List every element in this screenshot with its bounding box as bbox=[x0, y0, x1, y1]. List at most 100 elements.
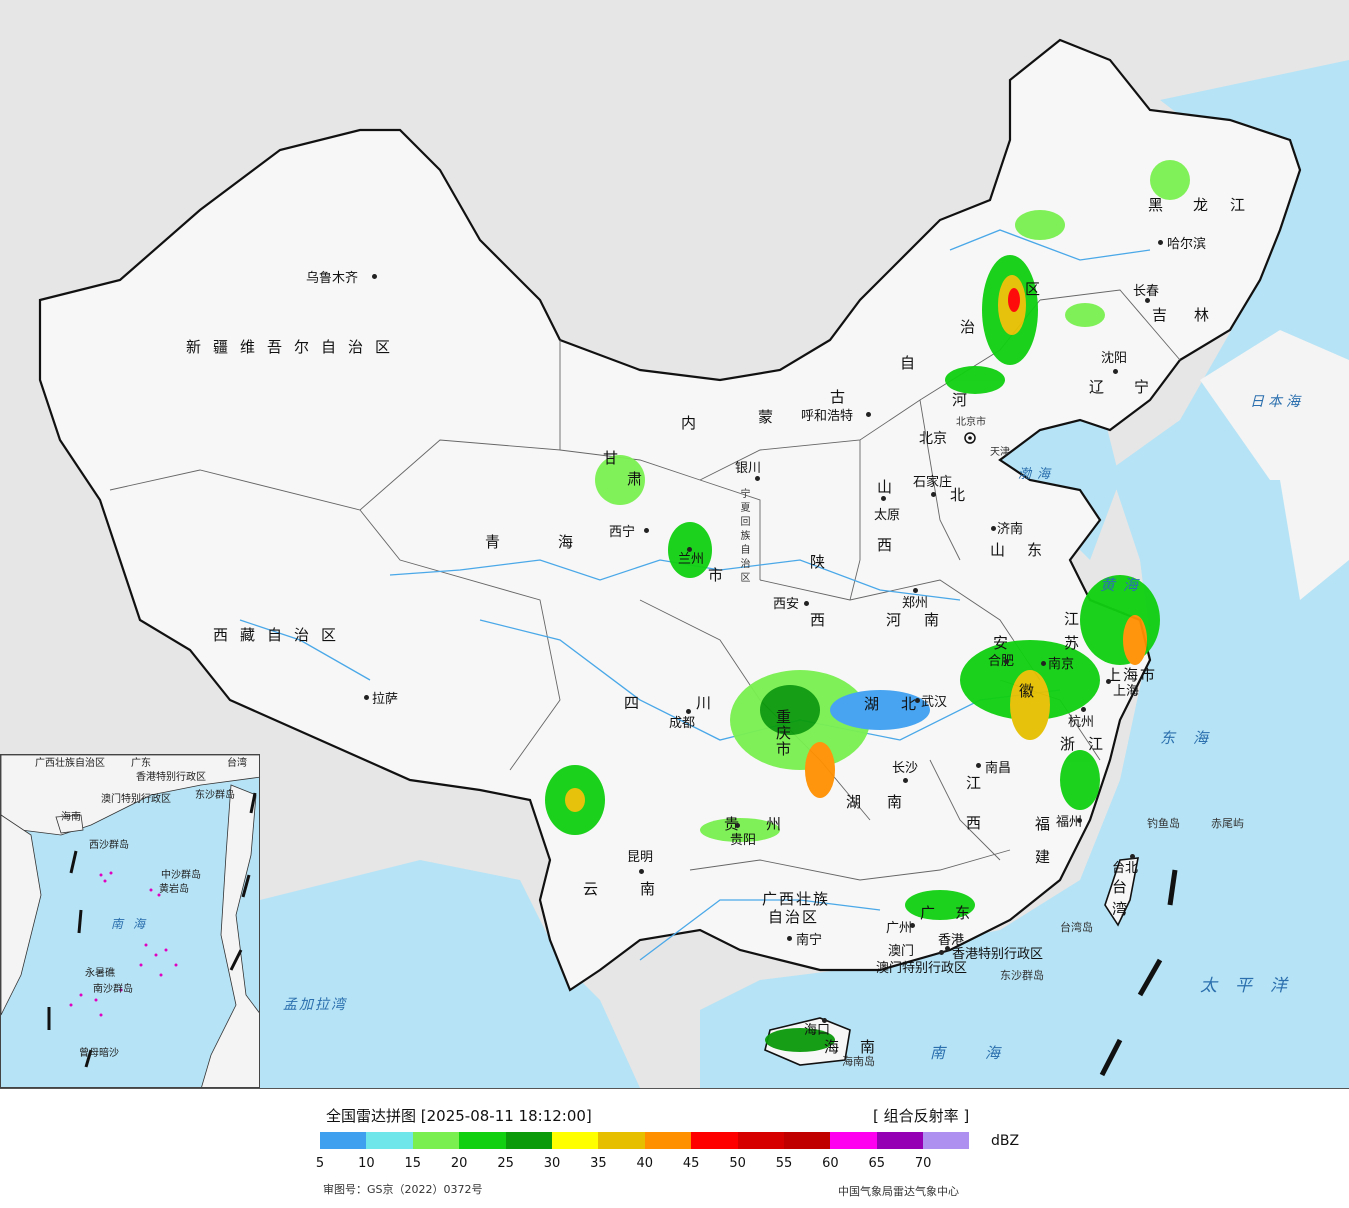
province-ningxia: 宁夏回族自治区 bbox=[738, 488, 749, 586]
legend-title: 全国雷达拼图 [2025-08-11 18:12:00] bbox=[326, 1107, 592, 1125]
city-kunming: 昆明 bbox=[627, 850, 654, 865]
province-shanxi-1: 山 bbox=[877, 478, 895, 496]
city-beijing: 北京 bbox=[919, 431, 947, 447]
region-hk: 香港特别行政区 bbox=[952, 947, 1044, 962]
city-guiyang: 贵阳 bbox=[730, 833, 757, 848]
province-guizhou-1: 贵 bbox=[724, 815, 742, 833]
province-sichuan-2: 川 bbox=[696, 694, 714, 712]
city-dot-xianggang bbox=[945, 946, 950, 951]
inset-nansha: 南沙群岛 bbox=[93, 984, 133, 995]
inset-huangyan: 黄岩岛 bbox=[159, 884, 189, 895]
legend-swatch bbox=[830, 1132, 877, 1149]
sea-bohai: 渤海 bbox=[1018, 467, 1057, 482]
province-chongqing-2: 庆 bbox=[776, 724, 794, 742]
legend-tick-label: 25 bbox=[497, 1156, 514, 1171]
province-neimenggu-5: 治 bbox=[960, 318, 978, 336]
inset-taiwan: 台湾 bbox=[227, 758, 247, 769]
city-dot-kunming bbox=[639, 869, 644, 874]
city-dot-shijiazhuang bbox=[931, 492, 936, 497]
inset-zengmu: 曾母暗沙 bbox=[79, 1048, 119, 1059]
province-neimenggu-4: 自 bbox=[900, 354, 918, 372]
agency-name: 中国气象局雷达气象中心 bbox=[838, 1185, 959, 1198]
radar-map: 新疆维吾尔自治区 西藏自治区 青 海 甘 四 川 云 南 内 蒙 古 自 治 区… bbox=[0, 0, 1349, 1089]
legend-tick-label: 10 bbox=[358, 1156, 375, 1171]
province-hubei-2: 北 bbox=[901, 695, 919, 713]
city-dot-harbin bbox=[1158, 240, 1163, 245]
city-chengdu: 成都 bbox=[669, 716, 696, 731]
sea-yellow: 黄海 bbox=[1100, 576, 1147, 594]
province-jiangxi-1: 江 bbox=[966, 774, 984, 792]
south-china-sea-inset: 广西壮族自治区 广东 台湾 香港特别行政区 澳门特别行政区 东沙群岛 海南 西沙… bbox=[0, 754, 260, 1088]
province-hebei-2: 北 bbox=[950, 486, 968, 504]
city-dot-lanzhou bbox=[687, 547, 692, 552]
province-xizang: 西藏自治区 bbox=[213, 626, 349, 644]
legend-tick-label: 40 bbox=[636, 1156, 654, 1171]
city-xian: 西安 bbox=[773, 597, 800, 612]
city-taibei: 台北 bbox=[1112, 861, 1139, 876]
island-dongsha: 东沙群岛 bbox=[1000, 969, 1044, 982]
beijing-marker bbox=[964, 432, 976, 444]
province-heilongjiang-3: 江 bbox=[1230, 196, 1248, 214]
province-hainan-2: 南 bbox=[860, 1038, 878, 1056]
province-liaoning-1: 辽 bbox=[1089, 378, 1107, 396]
legend-tick-label: 30 bbox=[543, 1156, 561, 1171]
city-shijiazhuang: 石家庄 bbox=[913, 475, 953, 490]
boundary-dashes bbox=[1099, 869, 1178, 1077]
island-diaoyu: 钓鱼岛 bbox=[1147, 817, 1180, 830]
city-dot-zhengzhou bbox=[913, 588, 918, 593]
city-aomen: 澳门 bbox=[888, 944, 915, 959]
legend-swatch bbox=[412, 1132, 460, 1149]
province-hainan-1: 海 bbox=[824, 1038, 842, 1056]
province-shaanxi-2: 西 bbox=[810, 611, 828, 629]
legend-swatch bbox=[923, 1132, 970, 1149]
province-anhui-2: 徽 bbox=[1019, 682, 1037, 700]
city-dot-shanghai_city bbox=[1106, 679, 1111, 684]
city-harbin: 哈尔滨 bbox=[1167, 237, 1207, 252]
city-hangzhou: 杭州 bbox=[1068, 715, 1095, 730]
legend-tick-label: 55 bbox=[775, 1156, 793, 1171]
province-guizhou-2: 州 bbox=[766, 815, 784, 833]
legend-swatch bbox=[783, 1132, 831, 1149]
city-xianggang: 香港 bbox=[938, 933, 965, 948]
city-dot-nanjing bbox=[1041, 661, 1046, 666]
city-dot-taibei bbox=[1130, 854, 1135, 859]
ocean-east bbox=[700, 60, 1349, 1088]
city-dot-wuhan bbox=[915, 698, 920, 703]
legend-swatch bbox=[366, 1132, 413, 1149]
province-chongqing-3: 市 bbox=[776, 740, 794, 758]
province-fujian-1: 福 bbox=[1035, 815, 1053, 833]
inset-canvas bbox=[1, 755, 259, 1087]
sea-east: 东海 bbox=[1160, 729, 1227, 747]
legend-tick-label: 60 bbox=[822, 1156, 839, 1171]
city-dot-hefei bbox=[1004, 659, 1009, 664]
city-dot-urumqi bbox=[372, 274, 377, 279]
city-nanchang: 南昌 bbox=[985, 761, 1012, 776]
legend-swatch bbox=[505, 1132, 552, 1149]
province-borders bbox=[109, 289, 1181, 881]
city-nanning: 南宁 bbox=[796, 933, 823, 948]
city-dot-changchun bbox=[1145, 298, 1150, 303]
sea-south: 南海 bbox=[930, 1044, 1041, 1062]
city-dot-guangzhou bbox=[910, 923, 915, 928]
province-sichuan-1: 四 bbox=[624, 694, 642, 712]
province-guangdong-2: 东 bbox=[955, 904, 973, 922]
province-neimenggu-1: 内 bbox=[681, 414, 699, 432]
legend-panel: 全国雷达拼图 [2025-08-11 18:12:00] [ 组合反射率 ] d… bbox=[0, 1089, 1349, 1208]
city-hohhot: 呼和浩特 bbox=[801, 409, 854, 424]
province-neimenggu-3: 古 bbox=[830, 388, 848, 406]
province-tianjin: 天津 bbox=[990, 447, 1010, 458]
province-shanxi-2: 西 bbox=[877, 536, 895, 554]
legend-tick-label: 45 bbox=[682, 1156, 700, 1171]
province-guangxi-2: 自治区 bbox=[768, 908, 820, 926]
city-dot-jinan bbox=[991, 526, 996, 531]
province-anhui-1: 安 bbox=[993, 634, 1011, 652]
city-dot-xian bbox=[804, 601, 809, 606]
inset-guangdong: 广东 bbox=[131, 758, 151, 769]
sea-pacific: 太平洋 bbox=[1200, 976, 1305, 996]
legend-swatch bbox=[320, 1132, 367, 1149]
province-taiwan-1: 台 bbox=[1112, 878, 1130, 896]
city-dot-fuzhou bbox=[1077, 818, 1082, 823]
legend-tick-label: 15 bbox=[404, 1156, 422, 1171]
province-jiangsu-2: 苏 bbox=[1064, 634, 1082, 652]
city-taiyuan: 太原 bbox=[874, 508, 901, 523]
